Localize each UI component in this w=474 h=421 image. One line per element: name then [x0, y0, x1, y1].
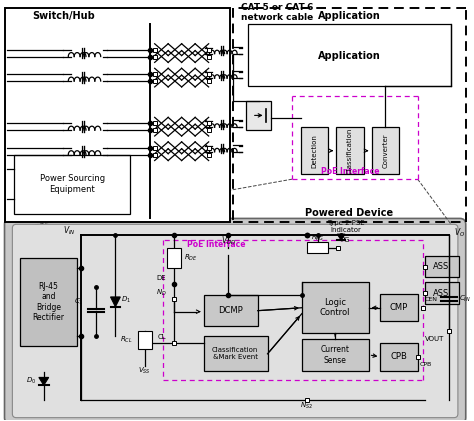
Bar — [380, 294, 418, 322]
Text: CL: CL — [158, 334, 166, 340]
Text: $C_{IN}$: $C_{IN}$ — [459, 294, 471, 304]
Bar — [372, 127, 399, 174]
Bar — [20, 258, 77, 346]
Text: CAT-5 or CAT-6
network cable: CAT-5 or CAT-6 network cable — [241, 3, 313, 22]
Text: $V_{IN}$: $V_{IN}$ — [64, 225, 76, 237]
Text: Classification: Classification — [347, 128, 353, 174]
Bar — [301, 127, 328, 174]
Text: ASS: ASS — [433, 262, 449, 271]
Bar — [204, 336, 267, 370]
Text: $R_{CL}$: $R_{CL}$ — [120, 335, 133, 345]
Text: $V_O$: $V_O$ — [454, 227, 465, 240]
Text: Power Sourcing
Equipment: Power Sourcing Equipment — [40, 174, 105, 194]
Text: $N_D$: $N_D$ — [155, 288, 166, 298]
FancyBboxPatch shape — [12, 224, 458, 418]
Text: CPB: CPB — [391, 352, 408, 361]
Text: $N_{S2}$: $N_{S2}$ — [300, 401, 313, 411]
Bar — [5, 8, 230, 222]
Text: CMP: CMP — [390, 303, 408, 312]
FancyBboxPatch shape — [5, 218, 466, 421]
Text: Detection: Detection — [311, 134, 318, 168]
Bar — [246, 101, 272, 130]
Text: VOUT: VOUT — [425, 336, 444, 342]
Text: RJ-45
and
Bridge
Rectifier: RJ-45 and Bridge Rectifier — [33, 282, 64, 322]
Text: $R_{PG}$: $R_{PG}$ — [311, 233, 324, 243]
Bar — [138, 331, 152, 349]
Polygon shape — [39, 377, 49, 385]
Text: CEN: CEN — [425, 297, 438, 302]
Bar — [307, 242, 328, 253]
Bar — [302, 339, 369, 370]
Text: $V_{DD}$: $V_{DD}$ — [221, 235, 236, 247]
Text: Type 2 PSE
Indicator: Type 2 PSE Indicator — [327, 220, 365, 233]
Text: Application: Application — [318, 11, 380, 21]
Text: Powered Device: Powered Device — [305, 208, 393, 218]
Text: Classification
&Mark Event: Classification &Mark Event — [212, 347, 258, 360]
Text: $D_0$: $D_0$ — [26, 376, 36, 386]
Text: DE: DE — [157, 275, 166, 281]
Polygon shape — [337, 234, 345, 240]
Text: $V_{SS}$: $V_{SS}$ — [138, 365, 151, 376]
Bar — [425, 256, 459, 277]
Text: ASS: ASS — [433, 288, 449, 298]
Text: Switch/Hub: Switch/Hub — [32, 11, 95, 21]
Text: Current
Sense: Current Sense — [321, 345, 350, 365]
Text: $R_{DE}$: $R_{DE}$ — [184, 253, 198, 263]
Text: Application: Application — [318, 51, 380, 61]
Text: PoE Interface: PoE Interface — [321, 167, 379, 176]
Bar — [248, 24, 451, 86]
Text: CPB: CPB — [419, 362, 432, 367]
Bar — [14, 155, 130, 213]
Bar — [380, 343, 418, 370]
Bar — [336, 127, 364, 174]
Text: PoE Interface: PoE Interface — [187, 240, 246, 249]
Text: PG: PG — [340, 237, 350, 243]
Text: $D_1$: $D_1$ — [121, 295, 131, 305]
Text: Logic
Control: Logic Control — [320, 298, 350, 317]
Text: DCMP: DCMP — [218, 306, 243, 315]
Bar — [425, 282, 459, 304]
Text: Converter: Converter — [382, 133, 388, 168]
Text: $C_1$: $C_1$ — [74, 297, 84, 307]
Bar — [302, 282, 369, 333]
Bar — [167, 248, 181, 267]
Bar — [204, 295, 258, 326]
Polygon shape — [110, 297, 120, 307]
